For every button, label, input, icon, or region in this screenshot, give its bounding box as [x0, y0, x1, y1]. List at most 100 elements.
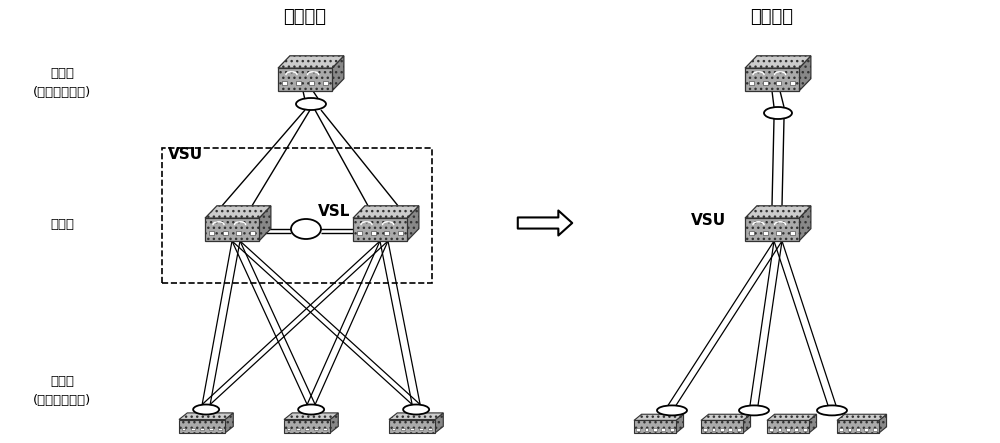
Bar [314, 427, 318, 430]
Bar [749, 231, 754, 235]
Bar [371, 231, 376, 235]
Polygon shape [745, 68, 799, 91]
Polygon shape [179, 413, 233, 420]
Bar [778, 428, 781, 431]
Ellipse shape [764, 107, 792, 119]
Polygon shape [278, 56, 344, 68]
Bar [839, 428, 843, 431]
Polygon shape [225, 413, 233, 433]
Bar [776, 231, 781, 235]
Bar [712, 428, 715, 431]
Polygon shape [767, 420, 809, 433]
Ellipse shape [296, 98, 326, 110]
Bar [191, 427, 195, 430]
Bar [720, 428, 724, 431]
Polygon shape [676, 414, 684, 433]
Polygon shape [330, 413, 338, 433]
Bar [282, 81, 287, 85]
Bar [790, 81, 795, 85]
Bar [856, 428, 860, 431]
Bar [218, 427, 222, 430]
Bar [803, 428, 807, 431]
Bar [636, 428, 640, 431]
Bar [250, 231, 255, 235]
Bar [309, 81, 314, 85]
Bar [296, 427, 300, 430]
Bar [749, 81, 754, 85]
Bar [661, 428, 665, 431]
Bar [763, 81, 768, 85]
Polygon shape [332, 56, 344, 91]
Polygon shape [701, 414, 751, 420]
Polygon shape [435, 413, 443, 433]
Polygon shape [809, 414, 817, 433]
Bar [392, 427, 395, 430]
Ellipse shape [657, 405, 687, 416]
Bar [794, 428, 798, 431]
Ellipse shape [193, 404, 219, 415]
Polygon shape [353, 206, 419, 218]
Bar [848, 428, 851, 431]
Polygon shape [634, 414, 684, 420]
Bar [873, 428, 877, 431]
Text: 接入层
(下联对端设备): 接入层 (下联对端设备) [33, 375, 91, 407]
Polygon shape [259, 206, 271, 241]
Bar [776, 81, 781, 85]
Text: 物理视图: 物理视图 [284, 8, 326, 26]
Polygon shape [837, 420, 879, 433]
Bar [223, 231, 228, 235]
Polygon shape [284, 420, 330, 433]
Text: VSU: VSU [168, 148, 203, 163]
Polygon shape [634, 420, 676, 433]
Bar [737, 428, 741, 431]
Text: 汇聚层: 汇聚层 [50, 218, 74, 232]
Polygon shape [745, 206, 811, 218]
Bar [670, 428, 674, 431]
Polygon shape [284, 413, 338, 420]
Bar [384, 231, 389, 235]
Polygon shape [353, 218, 407, 241]
Text: VSU: VSU [691, 214, 726, 229]
Polygon shape [745, 56, 811, 68]
Bar [653, 428, 657, 431]
Bar [728, 428, 732, 431]
Bar [209, 231, 214, 235]
Ellipse shape [298, 404, 324, 415]
Polygon shape [407, 206, 419, 241]
Bar [769, 428, 773, 431]
Bar [645, 428, 648, 431]
Text: VSL: VSL [318, 204, 350, 219]
Ellipse shape [739, 405, 769, 416]
Bar [296, 81, 301, 85]
Bar [209, 427, 213, 430]
Polygon shape [205, 218, 259, 241]
Bar [419, 427, 423, 430]
Polygon shape [743, 414, 751, 433]
Polygon shape [179, 420, 225, 433]
Polygon shape [799, 56, 811, 91]
Polygon shape [389, 420, 435, 433]
Bar [703, 428, 707, 431]
Ellipse shape [817, 405, 847, 416]
Bar [182, 427, 185, 430]
Polygon shape [745, 218, 799, 241]
Bar [398, 231, 403, 235]
Bar [763, 231, 768, 235]
Polygon shape [205, 206, 271, 218]
Ellipse shape [403, 404, 429, 415]
Polygon shape [799, 206, 811, 241]
Bar [287, 427, 290, 430]
Text: 逻辑视图: 逻辑视图 [750, 8, 794, 26]
Bar [401, 427, 405, 430]
Bar [410, 427, 414, 430]
Bar [428, 427, 432, 430]
Text: 核心层
(上联对端设备): 核心层 (上联对端设备) [33, 67, 91, 99]
Polygon shape [879, 414, 887, 433]
Bar [323, 81, 328, 85]
Bar [357, 231, 362, 235]
Ellipse shape [291, 219, 321, 239]
Bar [864, 428, 868, 431]
Bar [790, 231, 795, 235]
Bar [305, 427, 309, 430]
FancyArrowPatch shape [518, 210, 572, 236]
